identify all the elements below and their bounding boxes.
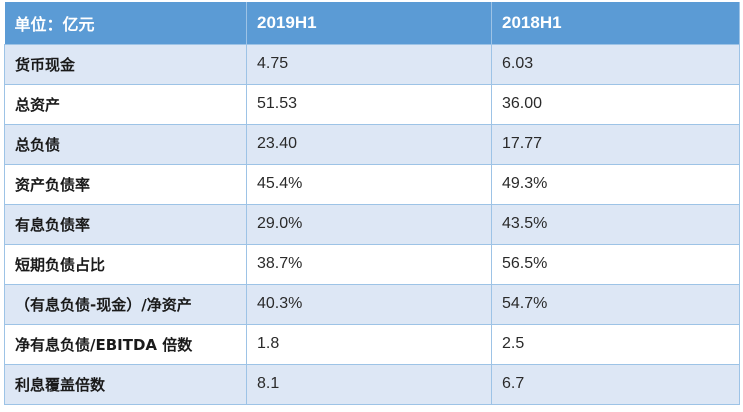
value-2018h1: 6.7 — [491, 363, 740, 405]
table-row: 有息负债率 29.0% 43.5% — [4, 203, 740, 245]
table-row: 短期负债占比 38.7% 56.5% — [4, 243, 740, 285]
value-2018h1: 2.5 — [491, 323, 740, 365]
value-2019h1: 1.8 — [246, 323, 492, 365]
value-2018h1: 36.00 — [491, 83, 740, 125]
row-label: 净有息负债/EBITDA 倍数 — [4, 323, 247, 365]
value-2018h1: 54.7% — [491, 283, 740, 325]
table-row: 利息覆盖倍数 8.1 6.7 — [4, 363, 740, 405]
row-label: 总负债 — [4, 123, 247, 165]
value-2019h1: 51.53 — [246, 83, 492, 125]
financial-metrics-table: 单位：亿元 2019H1 2018H1 货币现金 4.75 6.03 总资产 5… — [4, 2, 740, 405]
value-2019h1: 38.7% — [246, 243, 492, 285]
table-row: 总负债 23.40 17.77 — [4, 123, 740, 165]
row-label: 有息负债率 — [4, 203, 247, 245]
value-2018h1: 56.5% — [491, 243, 740, 285]
table-row: 总资产 51.53 36.00 — [4, 83, 740, 125]
row-label: （有息负债-现金）/净资产 — [4, 283, 247, 325]
value-2018h1: 49.3% — [491, 163, 740, 205]
header-2018h1: 2018H1 — [491, 2, 740, 45]
value-2019h1: 29.0% — [246, 203, 492, 245]
header-row: 单位：亿元 2019H1 2018H1 — [4, 2, 740, 45]
row-label: 货币现金 — [4, 43, 247, 85]
value-2019h1: 8.1 — [246, 363, 492, 405]
header-unit: 单位：亿元 — [4, 2, 247, 45]
value-2018h1: 43.5% — [491, 203, 740, 245]
table-row: 净有息负债/EBITDA 倍数 1.8 2.5 — [4, 323, 740, 365]
value-2019h1: 23.40 — [246, 123, 492, 165]
value-2019h1: 45.4% — [246, 163, 492, 205]
row-label: 资产负债率 — [4, 163, 247, 205]
table-body: 货币现金 4.75 6.03 总资产 51.53 36.00 总负债 23.40… — [4, 43, 740, 405]
row-label: 利息覆盖倍数 — [4, 363, 247, 405]
table-row: （有息负债-现金）/净资产 40.3% 54.7% — [4, 283, 740, 325]
value-2018h1: 6.03 — [491, 43, 740, 85]
table-row: 资产负债率 45.4% 49.3% — [4, 163, 740, 205]
row-label: 短期负债占比 — [4, 243, 247, 285]
row-label: 总资产 — [4, 83, 247, 125]
table-header: 单位：亿元 2019H1 2018H1 — [4, 2, 740, 45]
value-2019h1: 40.3% — [246, 283, 492, 325]
value-2019h1: 4.75 — [246, 43, 492, 85]
table-row: 货币现金 4.75 6.03 — [4, 43, 740, 85]
value-2018h1: 17.77 — [491, 123, 740, 165]
header-2019h1: 2019H1 — [246, 2, 492, 45]
